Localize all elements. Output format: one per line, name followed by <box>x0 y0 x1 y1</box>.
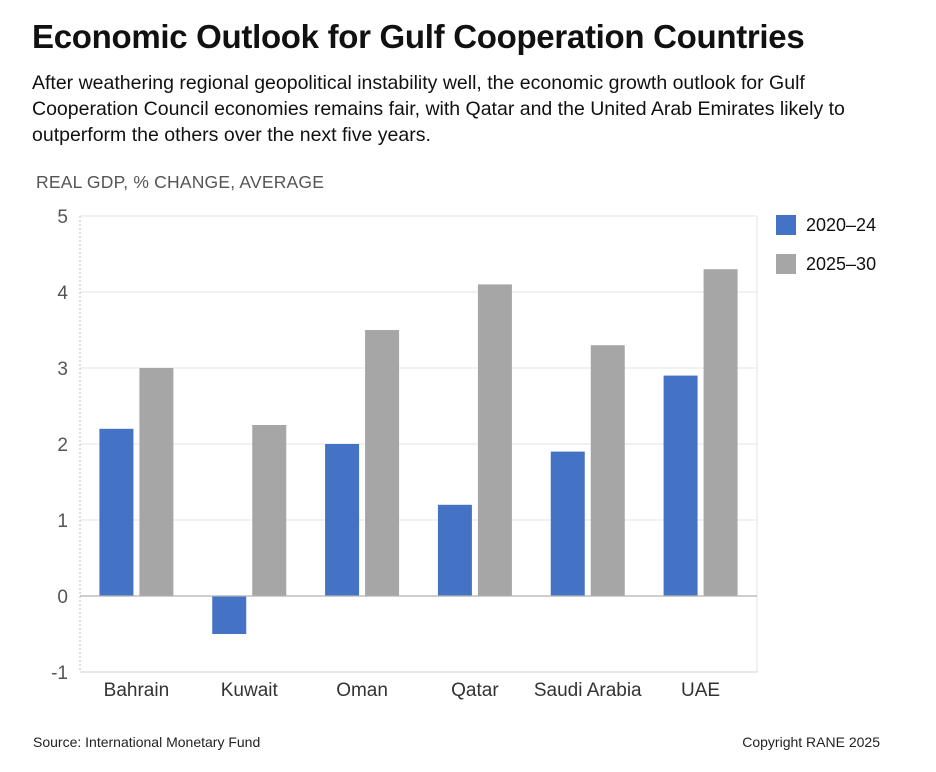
tick-labels: 5 4 3 2 1 0 -1 Bahrain Kuwait Oman Qatar Saudi Arab… <box>51 207 720 701</box>
bar-qatar-series-2 <box>477 284 512 596</box>
chart-title: Economic Outlook for Gulf Cooperation Co… <box>32 18 805 55</box>
legend-label-series-1: 2020–24 <box>806 214 877 235</box>
bar-bahrain-series-2 <box>139 368 174 596</box>
y-axis-label: REAL GDP, % CHANGE, AVERAGE <box>36 172 325 192</box>
x-tick-label: Kuwait <box>221 680 279 701</box>
y-tick-label: 1 <box>57 511 68 532</box>
bar-oman-series-1 <box>325 444 360 596</box>
bar-kuwait-series-1 <box>212 596 247 634</box>
bar-saudi-arabia-series-1 <box>550 451 585 596</box>
gridlines <box>80 215 757 521</box>
bar-oman-series-2 <box>365 330 400 596</box>
axes <box>79 215 758 673</box>
y-tick-label: 3 <box>57 359 68 380</box>
legend-item-series-1: 2020–24 <box>776 213 876 237</box>
bar-uae-series-2 <box>703 269 738 596</box>
legend-swatch-series-2 <box>776 254 796 274</box>
source-note: Source: International Monetary Fund <box>33 734 261 750</box>
y-tick-label: 5 <box>57 207 68 228</box>
x-tick-label: Bahrain <box>104 680 170 701</box>
y-tick-label: 2 <box>57 435 68 456</box>
chart-subtitle: After weathering regional geopolitical i… <box>32 72 845 146</box>
bar-saudi-arabia-series-2 <box>590 345 625 596</box>
legend-item-series-2: 2025–30 <box>776 252 876 276</box>
x-tick-label: Saudi Arabia <box>534 680 642 701</box>
x-tick-label: Oman <box>336 680 388 701</box>
legend-swatch-series-1 <box>776 215 796 235</box>
bar-qatar-series-1 <box>437 504 472 596</box>
y-tick-label: -1 <box>51 663 68 684</box>
y-tick-label: 4 <box>57 283 68 304</box>
bar-bahrain-series-1 <box>99 428 134 596</box>
bar-kuwait-series-2 <box>252 425 287 596</box>
x-tick-label: Qatar <box>451 680 499 701</box>
copyright-note: Copyright RANE 2025 <box>742 734 880 750</box>
y-tick-label: 0 <box>57 587 68 608</box>
bar-uae-series-1 <box>663 375 698 596</box>
bars <box>99 269 738 634</box>
legend: 2020–24 2025–30 <box>776 213 876 291</box>
legend-label-series-2: 2025–30 <box>806 253 877 274</box>
x-tick-label: UAE <box>681 680 720 701</box>
